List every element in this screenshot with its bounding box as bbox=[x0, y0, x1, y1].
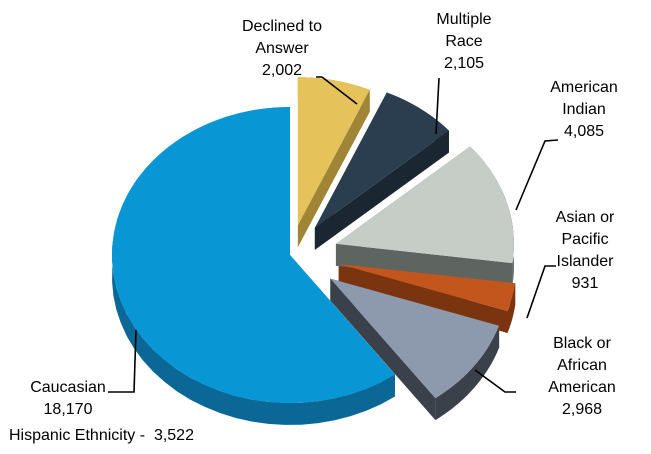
leader-line-caucasian bbox=[108, 329, 137, 393]
data-label-declined-to-answer: Answer bbox=[255, 40, 309, 57]
data-label-asian-or-pacific-islander: Pacific bbox=[561, 231, 608, 248]
data-label-value-asian-or-pacific-islander: 931 bbox=[572, 275, 599, 292]
data-label-caucasian: Caucasian bbox=[30, 379, 106, 396]
slice-wall-end-asian-or-pacific-islander bbox=[338, 263, 508, 333]
slice-wall-end-declined-to-answer bbox=[297, 89, 370, 248]
slice-wall-end-american-indian bbox=[335, 243, 513, 286]
data-label-multiple-race: Race bbox=[445, 33, 482, 50]
slice-wall-end-black-or-african-american bbox=[330, 278, 436, 421]
data-label-multiple-race: Multiple bbox=[436, 11, 491, 28]
data-label-value-american-indian: 4,085 bbox=[564, 123, 604, 140]
data-label-american-indian: Indian bbox=[562, 101, 606, 118]
data-label-asian-or-pacific-islander: Islander bbox=[557, 253, 615, 270]
data-label-value-declined-to-answer: 2,002 bbox=[262, 62, 302, 79]
slice-side-asian-or-pacific-islander bbox=[507, 283, 516, 333]
data-label-value-multiple-race: 2,105 bbox=[444, 55, 484, 72]
slice-side-black-or-african-american bbox=[435, 325, 500, 421]
data-label-value-caucasian: 18,170 bbox=[44, 401, 93, 418]
data-label-value-black-or-african-american: 2,968 bbox=[562, 401, 602, 418]
slice-black-or-african-american bbox=[330, 278, 500, 399]
data-label-american-indian: American bbox=[550, 79, 618, 96]
data-label-declined-to-answer: Declined to bbox=[242, 18, 322, 35]
data-label-black-or-african-american: African bbox=[557, 357, 607, 374]
leader-line-declined-to-answer bbox=[316, 76, 358, 105]
leader-line-american-indian bbox=[515, 139, 559, 211]
slice-asian-or-pacific-islander bbox=[338, 263, 516, 311]
slice-wall-end-multiple-race bbox=[314, 130, 449, 250]
data-label-black-or-african-american: American bbox=[548, 379, 616, 396]
leader-line-multiple-race bbox=[435, 77, 440, 135]
slice-side-caucasian bbox=[112, 107, 395, 425]
leader-line-asian-or-pacific-islander bbox=[526, 265, 556, 319]
data-label-asian-or-pacific-islander: Asian or bbox=[556, 209, 615, 226]
slice-caucasian bbox=[111, 107, 395, 403]
hispanic-ethnicity-note: Hispanic Ethnicity - 3,522 bbox=[9, 427, 194, 444]
data-label-black-or-african-american: Black or bbox=[553, 335, 611, 352]
slice-american-indian bbox=[335, 146, 514, 264]
slice-multiple-race bbox=[314, 92, 449, 228]
slice-declined-to-answer bbox=[297, 77, 370, 226]
leader-line-black-or-african-american bbox=[474, 369, 516, 393]
